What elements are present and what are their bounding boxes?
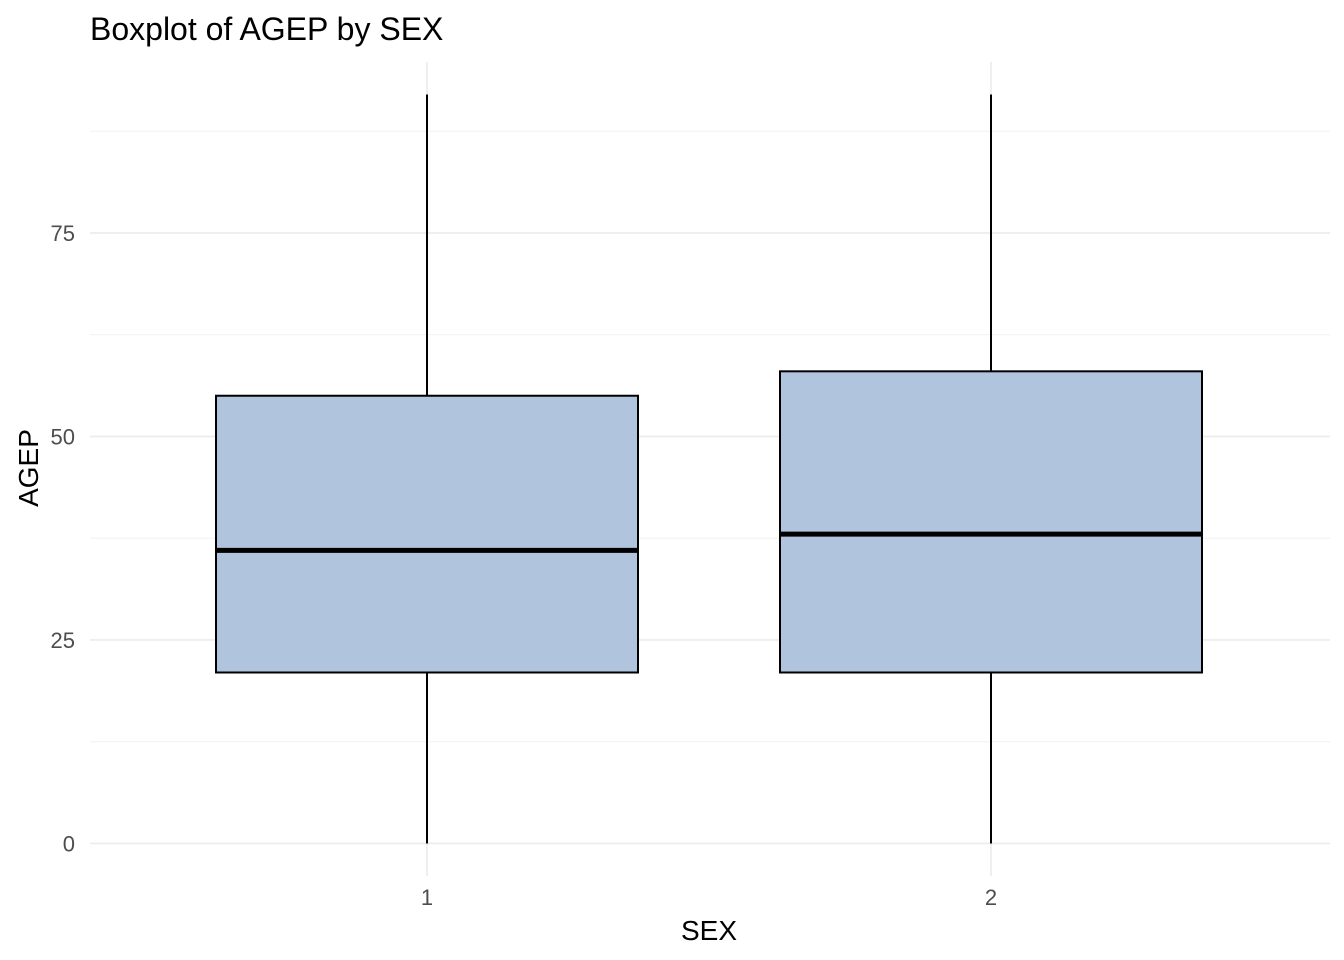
x-tick-label: 2 (985, 885, 997, 910)
box-group (215, 94, 1203, 844)
x-tick-label: 1 (421, 885, 433, 910)
y-tick-label: 50 (51, 424, 75, 449)
y-axis-ticks: 0 25 50 75 (51, 221, 75, 857)
y-tick-label: 0 (63, 831, 75, 856)
box-iqr (215, 394, 639, 674)
y-tick-label: 75 (51, 221, 75, 246)
y-tick-label: 25 (51, 628, 75, 653)
x-axis-title: SEX (681, 915, 737, 946)
box-iqr (779, 370, 1203, 674)
y-axis-title: AGEP (13, 429, 44, 507)
chart-title: Boxplot of AGEP by SEX (90, 11, 443, 47)
